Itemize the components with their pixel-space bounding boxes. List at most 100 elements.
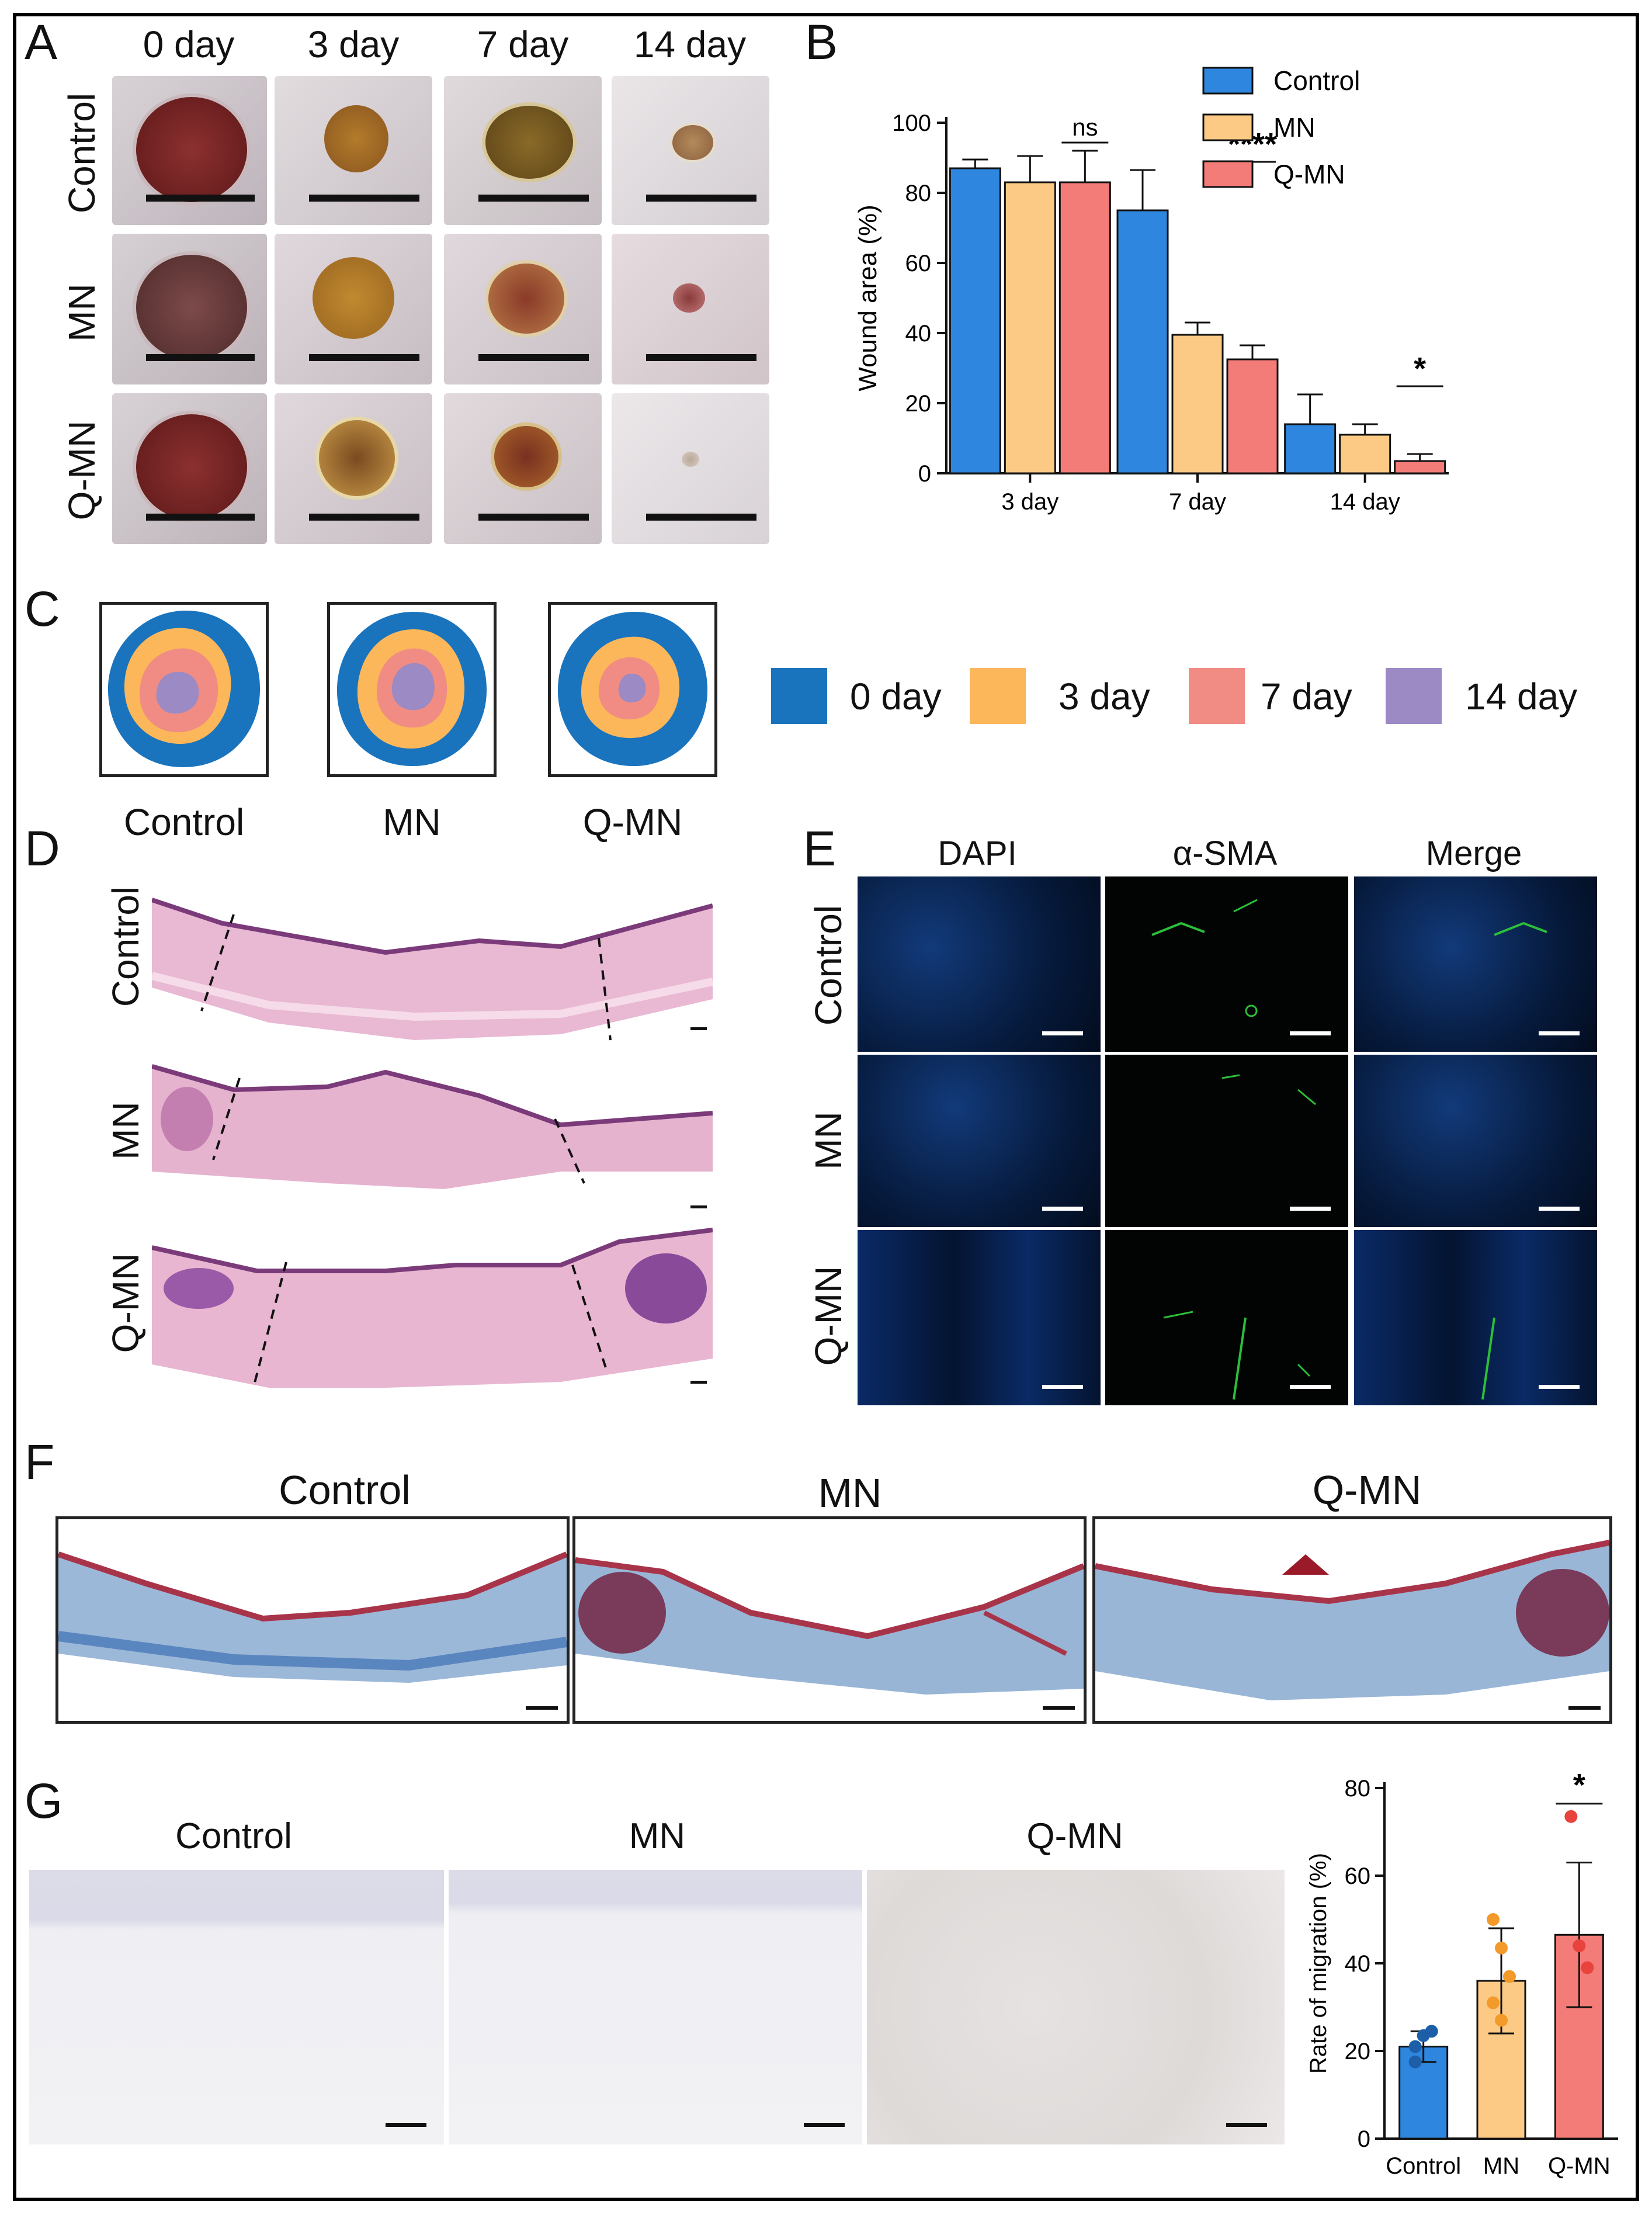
- wound-photo-control-14-day: [612, 76, 769, 225]
- y-tick-label: 40: [905, 321, 932, 347]
- col-label-14-day: 14 day: [633, 23, 747, 65]
- panel-label-e: E: [803, 821, 837, 876]
- if-col-label-merge: Merge: [1425, 834, 1522, 872]
- if-merge-q-mn: [1354, 1230, 1597, 1405]
- he-row-label-q-mn: Q-MN: [105, 1253, 147, 1353]
- bar: [1116, 209, 1169, 474]
- bar: [1339, 434, 1391, 474]
- if-dapi-q-mn: [858, 1230, 1101, 1405]
- data-point: [1503, 1970, 1516, 1983]
- if-merge-control: [1354, 876, 1597, 1052]
- wound-photo-control-0-day: [112, 76, 267, 225]
- if-col-label-dapi: DAPI: [938, 834, 1017, 872]
- y-tick-label: 40: [1345, 1951, 1371, 1977]
- row-label-q-mn: Q-MN: [61, 420, 103, 521]
- data-point: [1495, 1941, 1508, 1955]
- ihc-stain-q-mn: [867, 1870, 1285, 2144]
- if-merge-mn: [1354, 1055, 1597, 1227]
- legend-swatch-3-day: [970, 668, 1026, 724]
- wound-photo-mn-14-day: [612, 234, 769, 384]
- he-stain-control: [152, 888, 713, 1046]
- significance-label: *: [1573, 1770, 1585, 1803]
- ihc-stain-control: [29, 1870, 444, 2144]
- ihc-col-label-mn: MN: [629, 1816, 686, 1856]
- wound-photo-q-mn-7-day: [444, 393, 602, 544]
- row-label-control: Control: [61, 92, 103, 214]
- wound-trace-mn: [327, 602, 497, 777]
- legend-label-0-day: 0 day: [850, 675, 942, 718]
- ihc-col-label-q-mn: Q-MN: [1026, 1816, 1123, 1856]
- data-point: [1495, 2014, 1508, 2027]
- col-label-3-day: 3 day: [307, 23, 400, 65]
- y-tick-label: 20: [905, 391, 932, 417]
- data-point: [1564, 1810, 1578, 1823]
- masson-stain-control: [55, 1516, 570, 1724]
- masson-col-label-control: Control: [279, 1467, 411, 1513]
- legend-label-7-day: 7 day: [1261, 675, 1352, 718]
- wound-photo-mn-3-day: [275, 234, 432, 384]
- wound-photo-control-7-day: [444, 76, 602, 225]
- bar: [1226, 358, 1279, 474]
- if-asma-q-mn: [1105, 1230, 1348, 1405]
- legend-swatch: [1202, 113, 1254, 141]
- wound-photo-q-mn-14-day: [612, 393, 769, 544]
- y-tick-label: 20: [1345, 2039, 1371, 2064]
- x-tick-label: 14 day: [1330, 489, 1400, 515]
- bar: [949, 167, 1001, 474]
- y-tick-label: 80: [1345, 1776, 1371, 1801]
- data-point: [1408, 2040, 1422, 2053]
- bar: [1058, 181, 1111, 474]
- x-tick-label: Q-MN: [1548, 2153, 1611, 2179]
- y-tick-label: 80: [905, 181, 932, 206]
- if-asma-mn: [1105, 1055, 1348, 1227]
- migration-rate-chart: 0 20 40 60 80 Rate of migration (%) Control MN Q…: [1306, 1770, 1618, 2179]
- y-tick-label: 100: [892, 110, 931, 136]
- wound-photo-q-mn-3-day: [275, 393, 432, 544]
- legend-label-14-day: 14 day: [1465, 675, 1578, 718]
- x-tick-label: 7 day: [1169, 489, 1226, 515]
- ihc-stain-mn: [449, 1870, 862, 2144]
- legend-label: Q-MN: [1273, 159, 1345, 189]
- panel-label-g: G: [25, 1773, 63, 1828]
- data-point: [1573, 1939, 1586, 1952]
- y-axis-label: Wound area (%): [853, 205, 882, 391]
- masson-col-label-mn: MN: [818, 1470, 882, 1516]
- if-dapi-mn: [858, 1055, 1101, 1227]
- panel-label-f: F: [25, 1435, 55, 1489]
- legend-label: Control: [1273, 65, 1360, 96]
- legend-label-3-day: 3 day: [1058, 675, 1150, 718]
- y-tick-label: 0: [1358, 2126, 1370, 2152]
- bar: [1394, 460, 1446, 474]
- row-label-mn: MN: [61, 283, 103, 342]
- trace-label-control: Control: [123, 801, 245, 843]
- wound-photo-mn-0-day: [112, 234, 267, 384]
- wound-trace-q-mn: [548, 602, 717, 777]
- if-col-label-asma: α-SMA: [1172, 834, 1278, 872]
- col-label-0-day: 0 day: [143, 23, 235, 65]
- he-row-label-control: Control: [105, 886, 147, 1007]
- y-tick-label: 60: [905, 251, 932, 276]
- data-point: [1487, 1913, 1500, 1926]
- masson-col-label-q-mn: Q-MN: [1312, 1467, 1422, 1513]
- trace-label-mn: MN: [383, 801, 441, 843]
- panel-label-a: A: [25, 15, 58, 70]
- y-axis-label: Rate of migration (%): [1306, 1853, 1331, 2074]
- data-point: [1581, 1961, 1594, 1974]
- if-row-label-q-mn: Q-MN: [807, 1266, 849, 1366]
- if-row-label-mn: MN: [807, 1111, 849, 1170]
- data-point: [1425, 2025, 1438, 2038]
- masson-stain-q-mn: [1092, 1516, 1612, 1724]
- panel-label-c: C: [25, 581, 60, 636]
- wound-photo-mn-7-day: [444, 234, 602, 384]
- legend-swatch-0-day: [771, 668, 827, 724]
- bar: [1004, 181, 1056, 474]
- y-tick-label: 0: [918, 461, 931, 487]
- significance-label: ns: [1072, 113, 1098, 141]
- he-stain-mn: [152, 1055, 713, 1224]
- legend-swatch: [1202, 160, 1254, 188]
- significance-label: *: [1414, 351, 1426, 386]
- trace-label-q-mn: Q-MN: [582, 801, 683, 843]
- col-label-7-day: 7 day: [477, 23, 569, 65]
- if-dapi-control: [858, 876, 1101, 1052]
- if-row-label-control: Control: [807, 905, 849, 1026]
